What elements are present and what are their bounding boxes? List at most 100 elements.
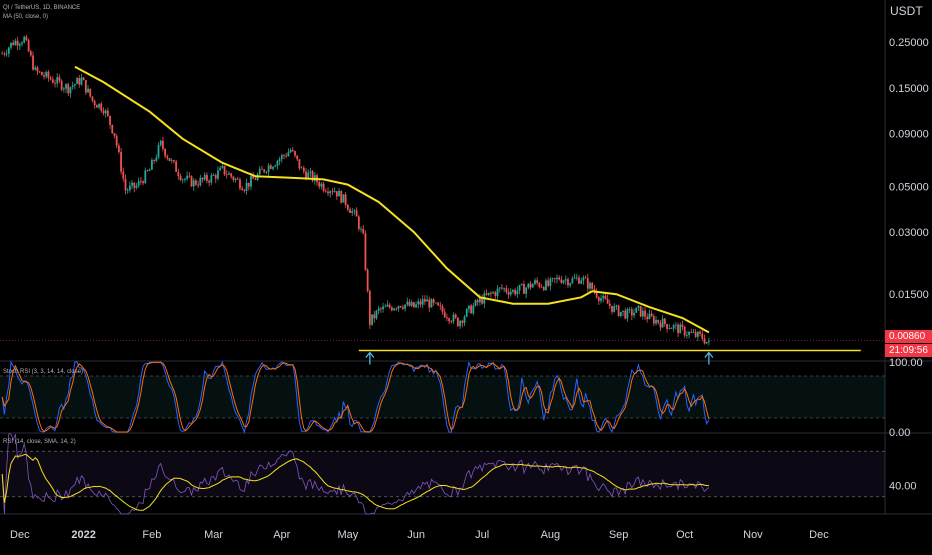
candle-body [648,313,651,320]
candle-body [287,152,290,157]
candle-body [7,47,10,54]
candle-body [355,210,358,217]
candle-body [571,278,574,284]
candle-body [527,283,530,288]
candle-body [635,307,638,313]
candle-body [419,301,422,305]
candle-body [263,169,266,172]
candle-body [575,277,578,279]
candle-body [18,44,21,46]
candle-body [250,176,252,187]
stoch-legend[interactable]: Stoch RSI (3, 3, 14, 14, close) [3,369,84,375]
candle-body [289,150,292,153]
candle-body [51,79,54,83]
candle-body [690,331,693,333]
candle-body [375,310,378,319]
candle-body [415,304,417,308]
candle-body [564,279,567,281]
candle-body [234,178,237,180]
price-tick-label-1: 0.15000 [889,83,929,95]
candle-body [60,80,63,90]
candle-body [597,297,600,301]
ma-legend[interactable]: MA (50, close, 0) [3,14,49,20]
candle-body [382,306,384,310]
candle-body [166,156,169,159]
candle-body [76,78,78,84]
price-tick-label-0: 0.25000 [889,37,929,49]
candle-body [551,278,554,280]
candle-body [423,299,426,302]
candle-body [448,318,451,322]
candle-body [254,178,257,180]
arrow-marker-2-head [704,351,714,358]
price-tick-label-2: 0.09000 [889,129,929,141]
candle-body [606,298,609,304]
candle-body [71,85,74,88]
candle-body [148,169,151,171]
symbol-legend[interactable]: QI / TetherUS, 1D, BINANCE [3,5,81,11]
candle-body [360,228,362,230]
candle-body [214,175,217,179]
candle-body [146,170,149,172]
candle-body [5,53,8,55]
time-tick-label-9: Sep [609,529,629,541]
candle-body [481,297,484,304]
candle-body [611,305,613,312]
candle-body [683,326,686,336]
rsi-legend[interactable]: RSI (14, close, SMA, 14, 2) [3,439,76,445]
candle-body [593,288,596,292]
candle-body [91,96,94,101]
candle-body [102,110,105,114]
candle-body [421,299,424,305]
candle-body [505,288,508,292]
candle-body [666,324,668,329]
candle-body [529,283,532,288]
overlays-group [0,65,885,515]
time-tick-label-2: Feb [142,529,161,541]
candle-body [641,310,644,317]
candle-body [622,310,624,312]
candle-body [459,320,462,327]
candle-body [672,325,675,329]
candle-body [417,301,420,305]
candle-body [25,36,28,41]
candle-body [142,181,144,184]
candle-body [707,340,710,342]
candle-body [335,191,338,197]
candle-body [507,291,510,295]
time-tick-label-12: Dec [809,529,829,541]
candle-body [547,280,550,286]
candle-body [371,314,373,325]
candle-body [162,140,164,149]
candle-body [298,159,301,169]
candle-body [657,319,660,323]
candle-body [604,295,607,299]
candle-body [542,287,545,291]
candle-body [186,175,189,179]
candle-body [219,167,222,171]
candle-body [472,305,475,314]
candle-body [151,160,153,170]
candle-body [29,51,32,56]
candle-body [274,165,277,167]
grid-lines [0,0,932,515]
candle-body [569,283,572,286]
candle-body [454,314,457,318]
candle-body [608,303,611,306]
candle-body [591,282,594,289]
candle-body [115,135,118,146]
candle-body [177,171,180,176]
rsi-tick-label-0: 40.00 [889,480,917,492]
time-tick-label-7: Jul [475,529,489,541]
time-tick-label-8: Aug [541,529,561,541]
candle-body [503,288,506,290]
candle-body [208,180,211,183]
candle-body [584,277,587,279]
candle-body [498,287,501,289]
candle-body [531,284,534,288]
candle-body [567,279,569,286]
time-tick-label-4: Apr [273,529,290,541]
candle-body [344,194,347,205]
